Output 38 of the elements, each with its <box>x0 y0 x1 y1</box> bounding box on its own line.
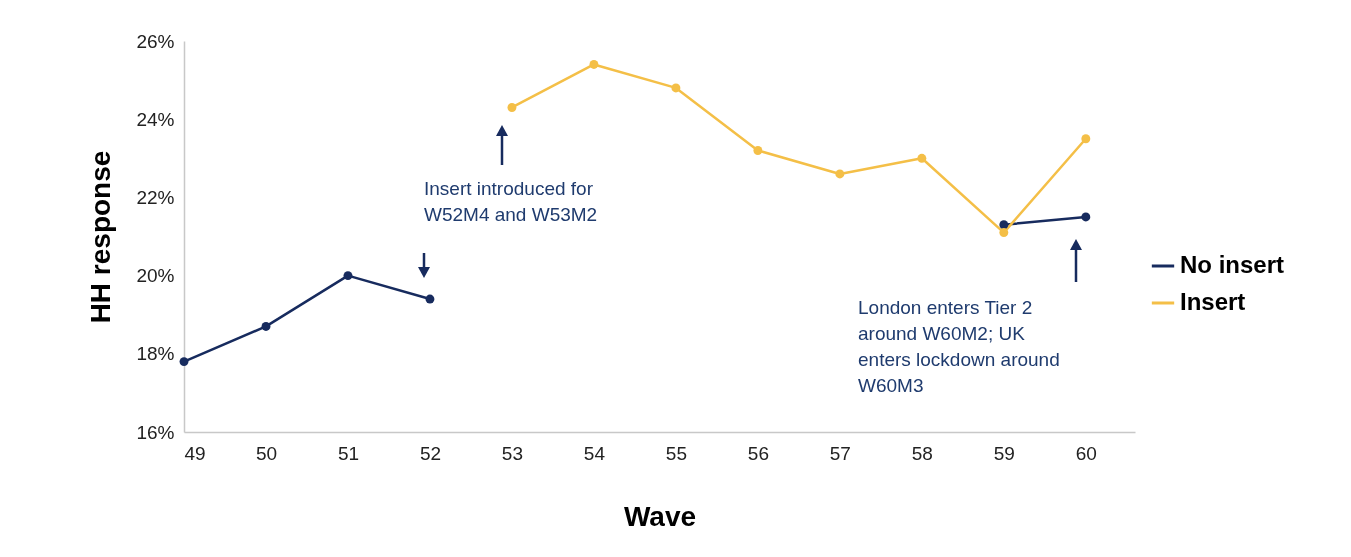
point <box>179 357 189 367</box>
y-axis-title: HH response <box>85 150 117 324</box>
x-tick-label: 53 <box>501 442 523 464</box>
point <box>1081 134 1091 144</box>
point <box>671 83 681 93</box>
legend-label: No insert <box>1180 251 1285 278</box>
y-tick-label: 16% <box>136 421 175 443</box>
x-tick-label: 51 <box>337 442 360 464</box>
x-tick-label: 60 <box>1075 442 1097 464</box>
point <box>999 228 1009 238</box>
point <box>835 169 845 179</box>
annotation: London enters Tier 2 around W60M2; UK enters lockdown around W60M3 <box>858 297 1060 396</box>
point <box>1081 212 1091 222</box>
point <box>343 271 353 281</box>
point <box>507 103 517 112</box>
x-tick-label: 58 <box>911 442 933 464</box>
y-tick-label: 20% <box>136 265 175 287</box>
point <box>589 60 599 69</box>
x-axis-title: Wave <box>623 500 697 532</box>
point <box>425 294 435 304</box>
x-tick-label: 59 <box>993 442 1015 464</box>
x-tick-label: 55 <box>665 442 687 464</box>
annotation: Insert introduced for W52M4 and W53M2 <box>424 178 598 225</box>
point <box>261 321 271 331</box>
y-tick-label: 22% <box>136 186 175 208</box>
x-tick-label: 50 <box>255 442 278 464</box>
point <box>753 146 763 155</box>
y-tick-label: 26% <box>136 30 175 52</box>
x-tick-label: 57 <box>829 442 851 464</box>
x-tick-label: 49 <box>184 442 206 464</box>
point <box>999 220 1009 230</box>
point <box>917 153 927 163</box>
x-tick-label: 52 <box>419 442 442 464</box>
x-tick-label: 54 <box>583 442 606 464</box>
y-tick-label: 24% <box>136 108 175 130</box>
legend-label: Insert <box>1180 288 1246 315</box>
x-tick-label: 56 <box>747 442 769 464</box>
y-tick-label: 18% <box>136 343 175 365</box>
